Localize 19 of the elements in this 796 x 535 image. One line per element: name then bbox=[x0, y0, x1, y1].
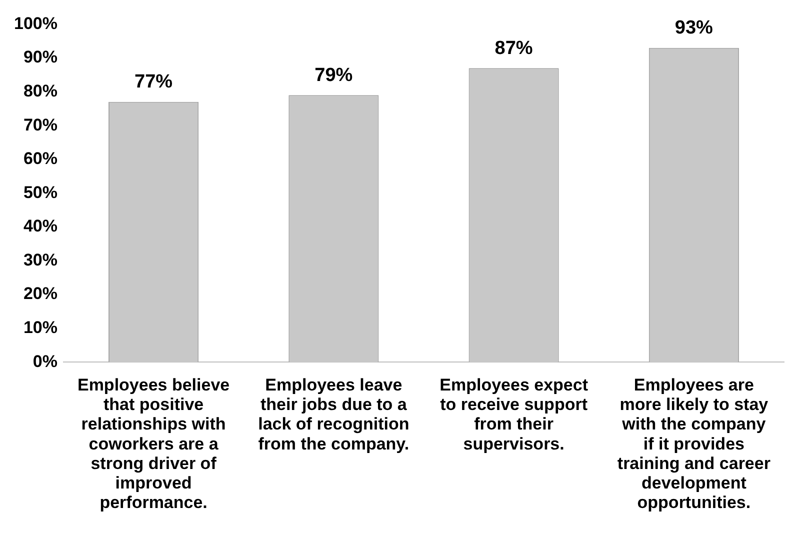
y-tick-label: 0% bbox=[32, 352, 58, 371]
x-tick-label: Employees expect to receive support from their supervisors. bbox=[440, 376, 588, 454]
y-tick-label: 10% bbox=[23, 318, 58, 338]
y-tick-label: 60% bbox=[23, 149, 58, 168]
x-tick-label: Employees leave their jobs due to a lack of recognition from the company. bbox=[258, 376, 410, 454]
x-tick-label: Employees are more likely to stay with the company if it provides training and career development opportunities. bbox=[617, 376, 771, 512]
x-tick-label: Employees believe that positive relationships with coworkers are a strong driver of improved performance. bbox=[77, 376, 230, 512]
y-tick-label: 20% bbox=[23, 284, 58, 304]
data-label: 87% bbox=[494, 38, 533, 59]
y-tick-label: 70% bbox=[23, 115, 58, 134]
data-label: 77% bbox=[134, 72, 173, 93]
y-tick-label: 50% bbox=[23, 182, 58, 202]
data-label: 93% bbox=[674, 18, 714, 39]
data-label: 79% bbox=[314, 64, 353, 86]
y-tick-label: 80% bbox=[23, 81, 58, 100]
y-tick-label: 30% bbox=[23, 250, 58, 270]
y-tick-label: 40% bbox=[23, 216, 58, 236]
y-tick-label: 100% bbox=[14, 14, 58, 33]
y-tick-label: 90% bbox=[23, 48, 58, 67]
